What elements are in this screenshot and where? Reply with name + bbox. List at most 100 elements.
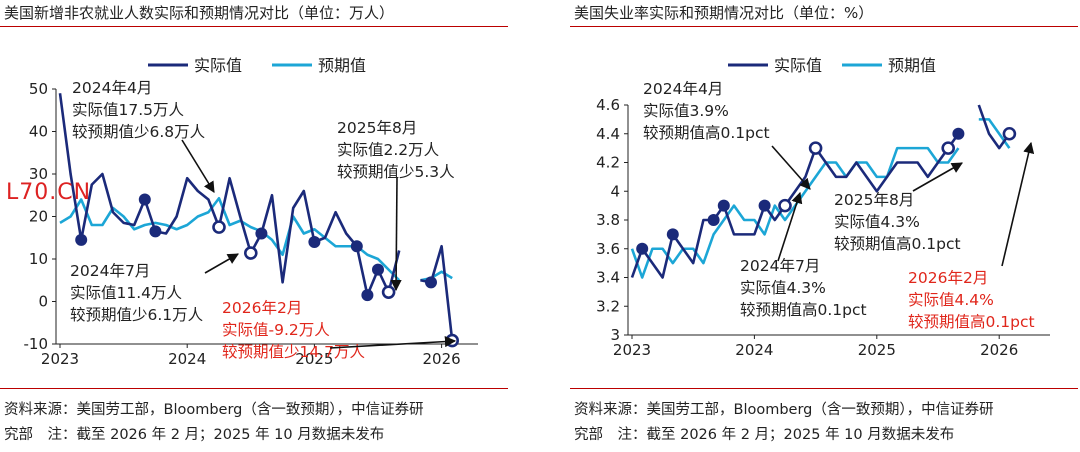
annotation-text: 实际值4.3% — [834, 213, 920, 231]
annotation-text: 2025年8月 — [834, 191, 914, 209]
x-tick-label: 2025 — [858, 341, 896, 359]
source-note: 资料来源：美国劳工部，Bloomberg（含一致预期），中信证券研 究部 注：截… — [574, 398, 994, 448]
annotation-text: 2026年2月 — [222, 299, 302, 317]
highlight-marker — [212, 220, 226, 234]
point-marker — [758, 199, 771, 212]
source-note: 资料来源：美国劳工部，Bloomberg（含一致预期），中信证券研 究部 注：截… — [4, 398, 424, 448]
watermark-text: L70.CN — [6, 180, 92, 205]
x-tick-label: 2023 — [613, 341, 651, 359]
highlight-marker — [808, 141, 823, 155]
highlight-marker — [778, 198, 792, 213]
chart-title: 美国新增非农就业人数实际和预期情况对比（单位：万人） — [4, 4, 395, 22]
annotation-text: 较预期值少6.8万人 — [72, 123, 205, 141]
highlight-marker — [244, 246, 258, 260]
annotation-text: 2024年7月 — [740, 257, 820, 275]
y-tick-label: 4.4 — [596, 125, 620, 143]
y-tick-label: 3 — [610, 326, 620, 344]
point-marker — [255, 227, 268, 240]
annotation-text: 实际值4.4% — [908, 291, 994, 309]
legend-label-actual: 实际值 — [194, 56, 242, 75]
y-tick-label: 3.2 — [596, 297, 620, 315]
y-tick-label: 20 — [29, 208, 48, 226]
annotation-text: 实际值-9.2万人 — [222, 321, 330, 339]
highlight-marker — [381, 285, 396, 299]
unemployment-panel: 美国失业率实际和预期情况对比（单位：%） 4.6 4.4 4.2 4 3.8 3.6 3.4… — [570, 0, 1080, 452]
point-marker — [149, 225, 162, 238]
annotation-text: 较预期值少14.7万人 — [222, 343, 365, 361]
source-line-2: 究部 注：截至 2026 年 2 月；2025 年 10 月数据未发布 — [4, 427, 385, 443]
y-tick-label: 0 — [38, 293, 48, 311]
source-rule — [0, 388, 508, 389]
series-line-expected — [420, 270, 453, 282]
annotation-text: 实际值4.3% — [740, 279, 826, 297]
annotation-arrow — [329, 335, 457, 349]
chart-title: 美国失业率实际和预期情况对比（单位：%） — [574, 4, 874, 22]
y-tick-label: 40 — [29, 123, 48, 141]
x-tick-label: 2024 — [168, 350, 206, 368]
point-marker — [138, 193, 151, 206]
x-tick-label: 2026 — [423, 350, 461, 368]
annotation-text: 实际值3.9% — [643, 102, 729, 120]
annotation-text: 较预期值少6.1万人 — [70, 306, 203, 324]
highlight-marker — [1002, 126, 1017, 141]
annotation-text: 2024年4月 — [72, 79, 152, 97]
point-marker — [75, 233, 88, 246]
x-tick-label: 2026 — [980, 341, 1018, 359]
y-tick-label: 3.8 — [596, 211, 620, 229]
annotation-arrow — [390, 177, 402, 292]
x-tick-label: 2023 — [41, 350, 79, 368]
point-marker — [425, 276, 437, 289]
series-line-actual — [420, 244, 454, 341]
legend-label-expected: 预期值 — [888, 56, 936, 75]
annotation-arrow — [181, 139, 215, 193]
point-marker — [952, 127, 965, 140]
y-tick-label: 10 — [29, 250, 48, 268]
annotation-text: 实际值17.5万人 — [72, 101, 184, 119]
annotation-arrow — [1001, 141, 1035, 267]
y-tick-label: -10 — [24, 335, 49, 353]
annotation-text: 2025年8月 — [337, 119, 417, 137]
series-line-actual — [630, 132, 960, 279]
y-tick-label: 3.4 — [596, 269, 620, 287]
point-marker — [636, 242, 649, 255]
point-marker — [350, 240, 363, 253]
source-line-2: 究部 注：截至 2026 年 2 月；2025 年 10 月数据未发布 — [574, 427, 955, 443]
legend-label-actual: 实际值 — [774, 56, 822, 75]
title-rule — [570, 26, 1078, 27]
y-tick-label: 4 — [610, 182, 620, 200]
point-marker — [707, 214, 720, 226]
point-marker — [666, 228, 679, 241]
nonfarm-panel: 美国新增非农就业人数实际和预期情况对比（单位：万人） 50 40 30 20 10 0 -1… — [0, 0, 530, 452]
annotation-text: 较预期值高0.1pct — [643, 124, 770, 142]
title-rule — [0, 26, 508, 27]
x-tick-label: 2025 — [295, 350, 333, 368]
y-tick-label: 30 — [29, 165, 48, 183]
annotation-text: 2024年4月 — [643, 80, 723, 98]
annotation-text: 较预期值高0.1pct — [834, 235, 961, 253]
point-marker — [361, 289, 374, 302]
series-line-expected — [59, 196, 401, 282]
y-tick-label: 3.6 — [596, 240, 620, 258]
series-line-actual — [977, 104, 1011, 150]
source-rule — [570, 388, 1078, 389]
point-marker — [308, 236, 321, 248]
annotation-arrow — [204, 253, 239, 274]
y-tick-label: 4.6 — [596, 96, 620, 114]
annotation-text: 较预期值高0.1pct — [740, 301, 867, 319]
annotation-text: 2024年7月 — [70, 262, 150, 280]
annotation-text: 较预期值高0.1pct — [908, 313, 1035, 331]
annotation-text: 实际值2.2万人 — [337, 141, 439, 159]
annotation-arrow — [777, 191, 803, 262]
source-line-1: 资料来源：美国劳工部，Bloomberg（含一致预期），中信证券研 — [574, 402, 994, 418]
annotation-text: 实际值11.4万人 — [70, 284, 182, 302]
annotation-text: 2026年2月 — [908, 269, 988, 287]
y-tick-label: 50 — [29, 80, 48, 98]
highlight-marker — [941, 141, 956, 155]
x-tick-label: 2024 — [735, 341, 773, 359]
annotation-text: 较预期值少5.3人 — [337, 163, 455, 181]
point-marker — [717, 199, 730, 212]
source-line-1: 资料来源：美国劳工部，Bloomberg（含一致预期），中信证券研 — [4, 402, 424, 418]
series-line-actual — [58, 93, 401, 297]
